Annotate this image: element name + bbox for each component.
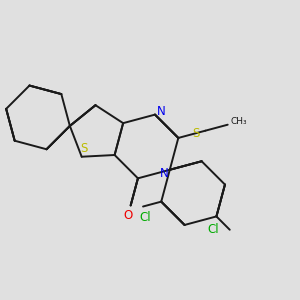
Text: Cl: Cl — [207, 223, 219, 236]
Text: S: S — [192, 127, 200, 140]
Text: S: S — [80, 142, 88, 155]
Text: CH₃: CH₃ — [231, 117, 248, 126]
Text: O: O — [123, 209, 133, 222]
Text: N: N — [157, 105, 165, 118]
Text: N: N — [160, 167, 168, 180]
Text: Cl: Cl — [139, 211, 151, 224]
